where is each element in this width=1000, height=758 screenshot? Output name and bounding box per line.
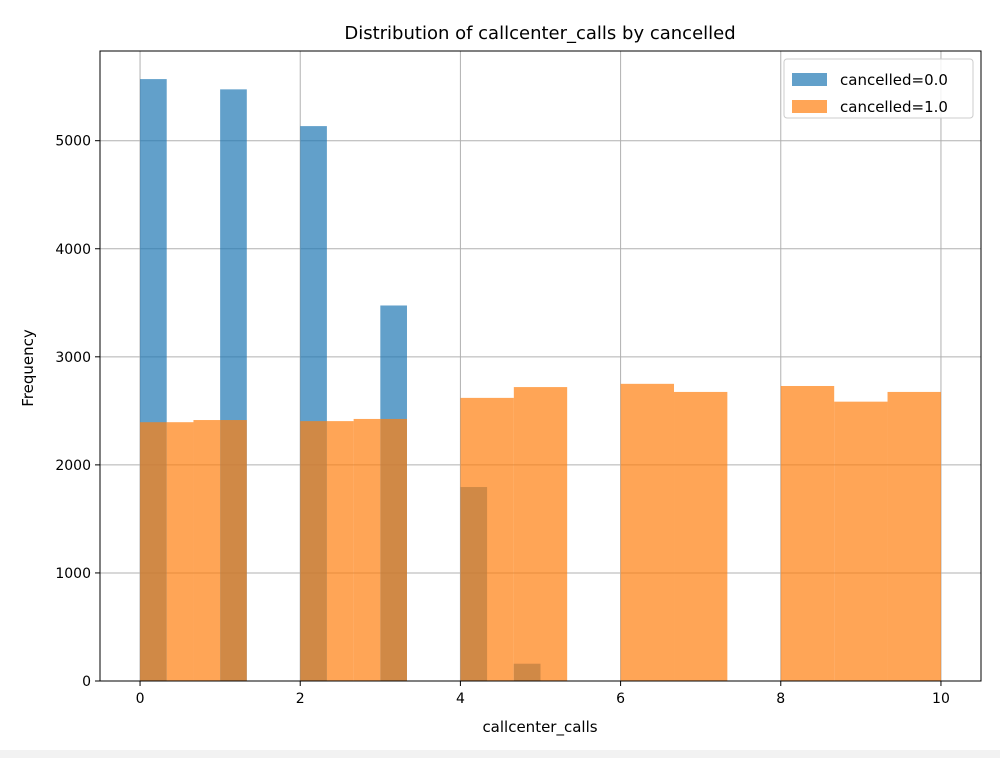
y-tick-label: 0 [82, 674, 91, 690]
legend: cancelled=0.0 cancelled=1.0 [783, 58, 974, 119]
bar-series-1 [887, 391, 941, 681]
x-tick-label: 4 [456, 691, 465, 707]
bar-series-1 [220, 420, 247, 681]
x-axis-label: callcenter_calls [482, 718, 597, 737]
legend-label: cancelled=1.0 [840, 98, 948, 116]
bar-series-1 [193, 420, 221, 681]
x-tick-label: 8 [776, 691, 785, 707]
legend-swatch [792, 100, 827, 113]
y-tick-label: 1000 [55, 566, 91, 582]
bars [140, 79, 941, 682]
plot-frame [99, 50, 982, 682]
y-tick-label: 5000 [55, 134, 91, 150]
x-tick-label: 2 [296, 691, 305, 707]
bar-series-1 [140, 422, 167, 681]
bar-series-1 [353, 418, 381, 681]
legend-swatch [792, 73, 827, 86]
axis-ticks: 0 2 4 6 8 10 0 1000 2000 3000 4000 5000 [55, 134, 950, 707]
bar-series-1 [620, 383, 675, 681]
legend-box [783, 58, 974, 119]
bar-series-1 [674, 391, 728, 681]
bar-series-1 [834, 401, 888, 681]
bar-series-1 [460, 397, 514, 681]
y-tick-label: 3000 [55, 350, 91, 366]
bar-series-1 [326, 421, 354, 681]
bar-series-1 [166, 422, 194, 681]
x-tick-label: 10 [932, 691, 950, 707]
y-tick-label: 4000 [55, 242, 91, 258]
x-tick-label: 6 [616, 691, 625, 707]
chart-title: Distribution of callcenter_calls by canc… [344, 23, 735, 44]
bar-series-1 [300, 421, 327, 681]
x-tick-label: 0 [136, 691, 145, 707]
bar-series-1 [513, 387, 568, 681]
bar-series-1 [380, 418, 407, 681]
y-tick-label: 2000 [55, 458, 91, 474]
legend-label: cancelled=0.0 [840, 71, 948, 89]
y-axis-label: Frequency [19, 329, 37, 407]
bar-series-1 [780, 385, 835, 681]
